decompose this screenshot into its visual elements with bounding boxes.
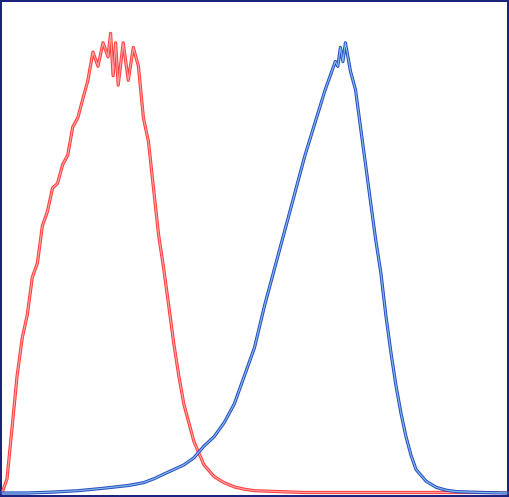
series-1-line-highlight — [1, 32, 508, 494]
series-layer — [0, 31, 509, 495]
series-2-line-highlight — [2, 42, 508, 494]
